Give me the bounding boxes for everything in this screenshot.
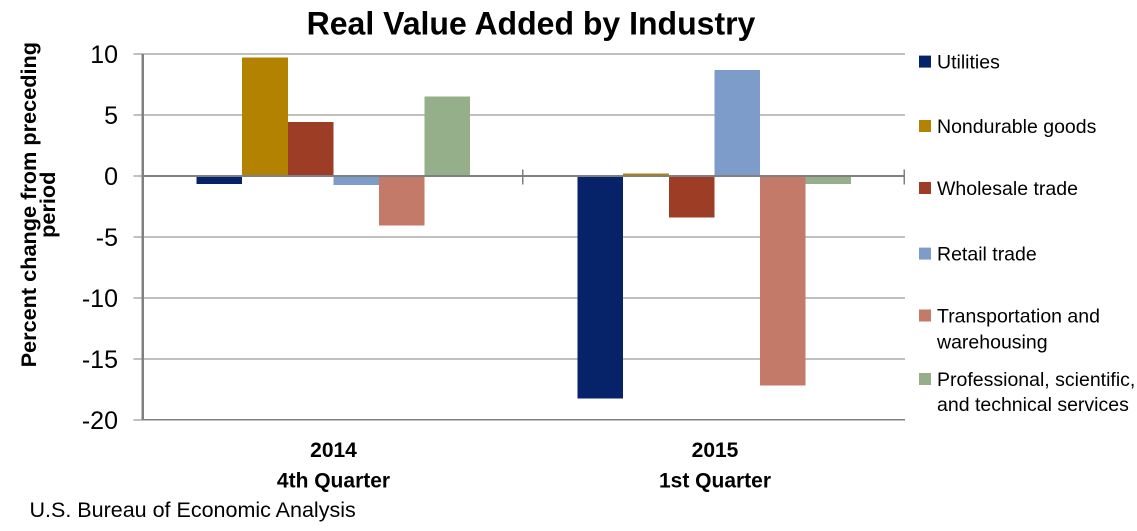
svg-text:Transportation and: Transportation and [937,306,1100,328]
svg-text:2015: 2015 [692,439,739,462]
svg-text:0: 0 [104,163,118,191]
svg-text:-15: -15 [82,346,118,374]
svg-text:U.S. Bureau of Economic Analys: U.S. Bureau of Economic Analysis [30,498,356,522]
svg-text:period: period [35,172,60,238]
svg-text:Wholesale trade: Wholesale trade [937,178,1078,200]
svg-text:Utilities: Utilities [937,52,1000,74]
svg-text:warehousing: warehousing [936,332,1048,354]
svg-text:-20: -20 [82,407,118,435]
svg-text:Real Value Added by Industry: Real Value Added by Industry [307,5,756,41]
svg-text:2014: 2014 [310,439,357,462]
svg-text:Professional, scientific,: Professional, scientific, [937,369,1135,391]
svg-text:Retail trade: Retail trade [937,244,1037,266]
svg-text:4th Quarter: 4th Quarter [277,470,390,493]
svg-text:Percent change from preceding: Percent change from preceding [16,42,41,367]
svg-text:-10: -10 [82,285,118,313]
svg-text:Nondurable goods: Nondurable goods [937,116,1097,138]
svg-text:1st Quarter: 1st Quarter [659,470,771,493]
svg-text:and technical services: and technical services [937,394,1129,416]
svg-text:-5: -5 [96,224,118,252]
svg-text:10: 10 [90,41,118,69]
svg-text:5: 5 [104,102,118,130]
